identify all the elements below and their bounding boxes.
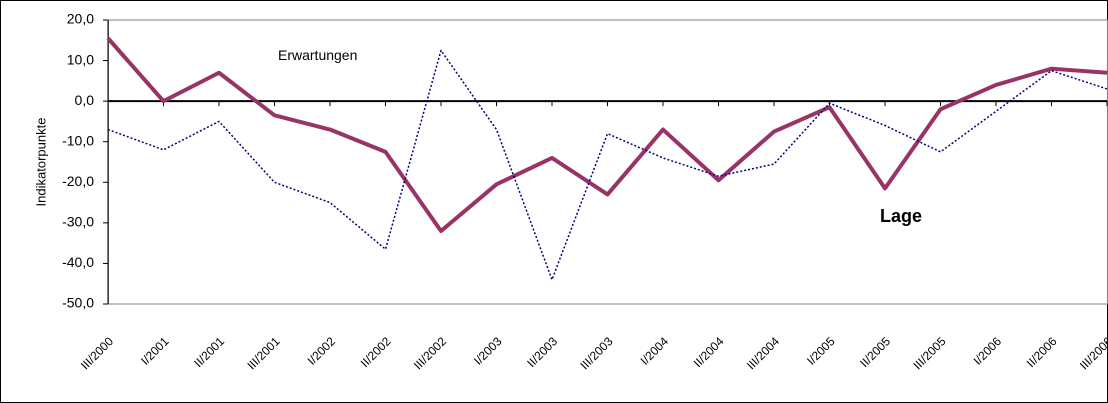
- y-tick-label: 0,0: [75, 92, 95, 108]
- series-label: Lage: [880, 206, 922, 226]
- y-tick-label: 20,0: [67, 11, 94, 27]
- y-tick-label: -40,0: [62, 254, 94, 270]
- y-tick-label: 10,0: [67, 51, 94, 67]
- y-axis-label: Indikatorpunkte: [33, 118, 48, 207]
- y-tick-label: -20,0: [62, 173, 94, 189]
- series-line: [106, 36, 1108, 233]
- series-label: Erwartungen: [278, 47, 357, 63]
- y-tick-label: -50,0: [62, 295, 94, 311]
- y-tick-label: -30,0: [62, 214, 94, 230]
- y-tick-label: -10,0: [62, 132, 94, 148]
